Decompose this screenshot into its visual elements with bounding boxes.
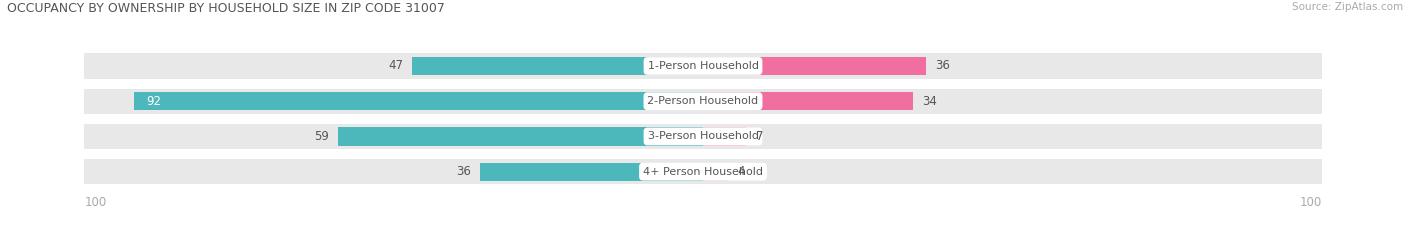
Bar bbox=[703, 92, 914, 110]
Bar bbox=[84, 159, 1322, 184]
Text: 34: 34 bbox=[922, 95, 938, 108]
Text: 1-Person Household: 1-Person Household bbox=[648, 61, 758, 71]
Text: 36: 36 bbox=[935, 59, 950, 72]
Bar bbox=[703, 163, 728, 181]
Text: 47: 47 bbox=[388, 59, 404, 72]
Bar bbox=[412, 57, 703, 75]
Bar bbox=[337, 127, 703, 146]
Text: Source: ZipAtlas.com: Source: ZipAtlas.com bbox=[1292, 2, 1403, 12]
Bar bbox=[84, 53, 1322, 79]
Text: 4+ Person Household: 4+ Person Household bbox=[643, 167, 763, 177]
Bar bbox=[84, 124, 1322, 149]
Bar bbox=[481, 163, 703, 181]
Text: 100: 100 bbox=[84, 196, 107, 209]
Bar bbox=[84, 89, 1322, 114]
Bar bbox=[703, 127, 747, 146]
Text: 4: 4 bbox=[737, 165, 745, 178]
Bar bbox=[703, 57, 925, 75]
Bar bbox=[134, 92, 703, 110]
Text: 2-Person Household: 2-Person Household bbox=[647, 96, 759, 106]
Text: 7: 7 bbox=[755, 130, 763, 143]
Text: 100: 100 bbox=[1299, 196, 1322, 209]
Text: 3-Person Household: 3-Person Household bbox=[648, 131, 758, 141]
Text: OCCUPANCY BY OWNERSHIP BY HOUSEHOLD SIZE IN ZIP CODE 31007: OCCUPANCY BY OWNERSHIP BY HOUSEHOLD SIZE… bbox=[7, 2, 444, 15]
Text: 59: 59 bbox=[314, 130, 329, 143]
Text: 36: 36 bbox=[456, 165, 471, 178]
Text: 92: 92 bbox=[146, 95, 162, 108]
